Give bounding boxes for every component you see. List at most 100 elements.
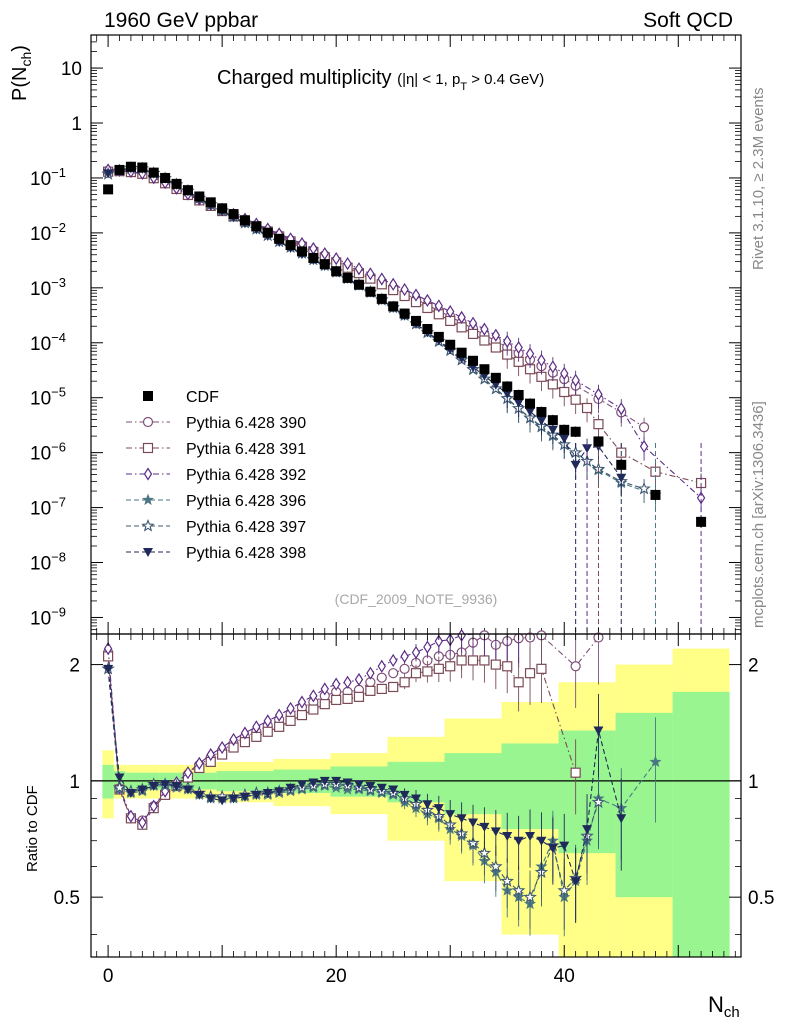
data-point <box>239 215 250 226</box>
ratio-ytick-label: 0.5 <box>54 888 80 909</box>
data-point <box>559 386 570 398</box>
ratio-band-inner <box>672 691 730 957</box>
main-ytick-label: 10−3 <box>30 275 66 300</box>
data-point <box>148 167 159 178</box>
data-point <box>160 172 171 183</box>
data-point <box>548 360 558 374</box>
ratio-point <box>112 780 127 794</box>
data-point <box>274 233 285 244</box>
data-point <box>594 387 603 401</box>
main-ytick-label: 10−6 <box>30 440 66 465</box>
data-point <box>570 460 581 470</box>
ratio-point <box>434 634 444 648</box>
legend-label: Pythia 6.428 391 <box>186 441 306 458</box>
data-point <box>422 324 433 335</box>
data-point <box>525 407 536 417</box>
ratio-panel: 0.5 0.5 1 1 2 2 0 20 40 Ratio to CDF Nch <box>24 628 774 1021</box>
ratio-point <box>570 877 581 887</box>
ratio-point <box>388 681 399 693</box>
ratio-point <box>274 708 284 722</box>
ratio-point <box>399 790 410 800</box>
ratio-point <box>559 841 570 851</box>
ratio-series-pythia-6-428-398 <box>103 664 627 923</box>
ratio-point <box>195 756 204 770</box>
ratio-xlabel: Nch <box>708 992 740 1021</box>
ratio-point <box>160 780 171 790</box>
legend-marker <box>143 548 153 557</box>
ratio-point <box>649 755 662 767</box>
data-point <box>308 252 319 263</box>
ratio-point <box>343 675 352 689</box>
ratio-ytick-label: 2 <box>69 656 80 677</box>
ratio-point <box>217 796 228 806</box>
ratio-point <box>433 663 444 674</box>
ratio-point <box>171 781 182 791</box>
data-point <box>547 425 558 435</box>
ratio-point <box>206 747 215 762</box>
ratio-point <box>445 661 456 672</box>
data-point <box>570 394 581 405</box>
data-point <box>171 178 182 189</box>
ratio-point <box>593 726 604 736</box>
ratio-point <box>308 704 319 715</box>
data-point <box>491 328 501 342</box>
series-cdf <box>103 161 707 528</box>
main-ylabel-text: P(N <box>9 67 31 101</box>
ratio-point <box>376 672 387 683</box>
ratio-point <box>296 710 308 721</box>
header-right: Soft QCD <box>643 9 733 32</box>
ratio-point <box>148 781 159 791</box>
data-point <box>593 419 604 430</box>
data-point <box>525 347 535 361</box>
data-point <box>560 366 569 381</box>
data-point <box>582 444 593 454</box>
watermark: (CDF_2009_NOTE_9936) <box>335 591 498 607</box>
legend-label: Pythia 6.428 392 <box>186 467 306 484</box>
ratio-point <box>467 655 479 666</box>
mcplots-label: mcplots.cern.ch [arXiv:1306.3436] <box>750 401 767 628</box>
header-left: 1960 GeV ppbar <box>104 9 258 32</box>
main-title-sub-tail: > 0.4 GeV) <box>467 71 544 88</box>
main-ytick-label: 10−2 <box>30 220 66 245</box>
data-point <box>479 364 490 375</box>
ratio-point <box>570 661 581 672</box>
ratio-point <box>342 693 353 705</box>
data-point <box>445 339 456 350</box>
ratio-point <box>319 699 330 710</box>
data-point <box>331 266 342 277</box>
ratio-point <box>365 781 376 791</box>
data-point <box>593 436 604 447</box>
ratio-point <box>423 640 432 654</box>
data-point <box>377 272 387 286</box>
data-point <box>525 398 536 409</box>
ratio-xtick-label: 20 <box>326 966 347 987</box>
data-point <box>559 434 570 444</box>
series-pythia-6-428-392 <box>103 163 706 513</box>
ratio-line <box>107 668 656 905</box>
ratio-point <box>377 659 387 673</box>
ratio-point <box>149 799 158 813</box>
ratio-point <box>489 859 503 873</box>
data-point <box>456 347 467 358</box>
data-point <box>468 355 479 366</box>
ratio-point <box>296 780 307 790</box>
ratio-point <box>342 778 353 788</box>
ratio-point <box>422 800 433 810</box>
ratio-point <box>319 776 330 786</box>
ratio-line <box>107 656 577 826</box>
ratio-point <box>616 814 627 824</box>
ratio-point <box>137 785 148 795</box>
legend: CDF Pythia 6.428 390 Pythia 6.428 391 Pythi… <box>126 389 306 562</box>
main-ytick-label: 10−5 <box>30 385 66 410</box>
data-point <box>536 406 547 417</box>
data-point <box>251 221 262 232</box>
ratio-point <box>376 783 387 793</box>
ratio-xtick-label: 40 <box>554 966 575 987</box>
data-point <box>490 372 501 383</box>
ratio-point <box>183 766 193 780</box>
ratio-point <box>376 683 387 695</box>
ratio-point <box>262 726 273 737</box>
ratio-point <box>400 649 409 664</box>
data-point <box>571 373 580 387</box>
ratio-point <box>523 890 537 903</box>
